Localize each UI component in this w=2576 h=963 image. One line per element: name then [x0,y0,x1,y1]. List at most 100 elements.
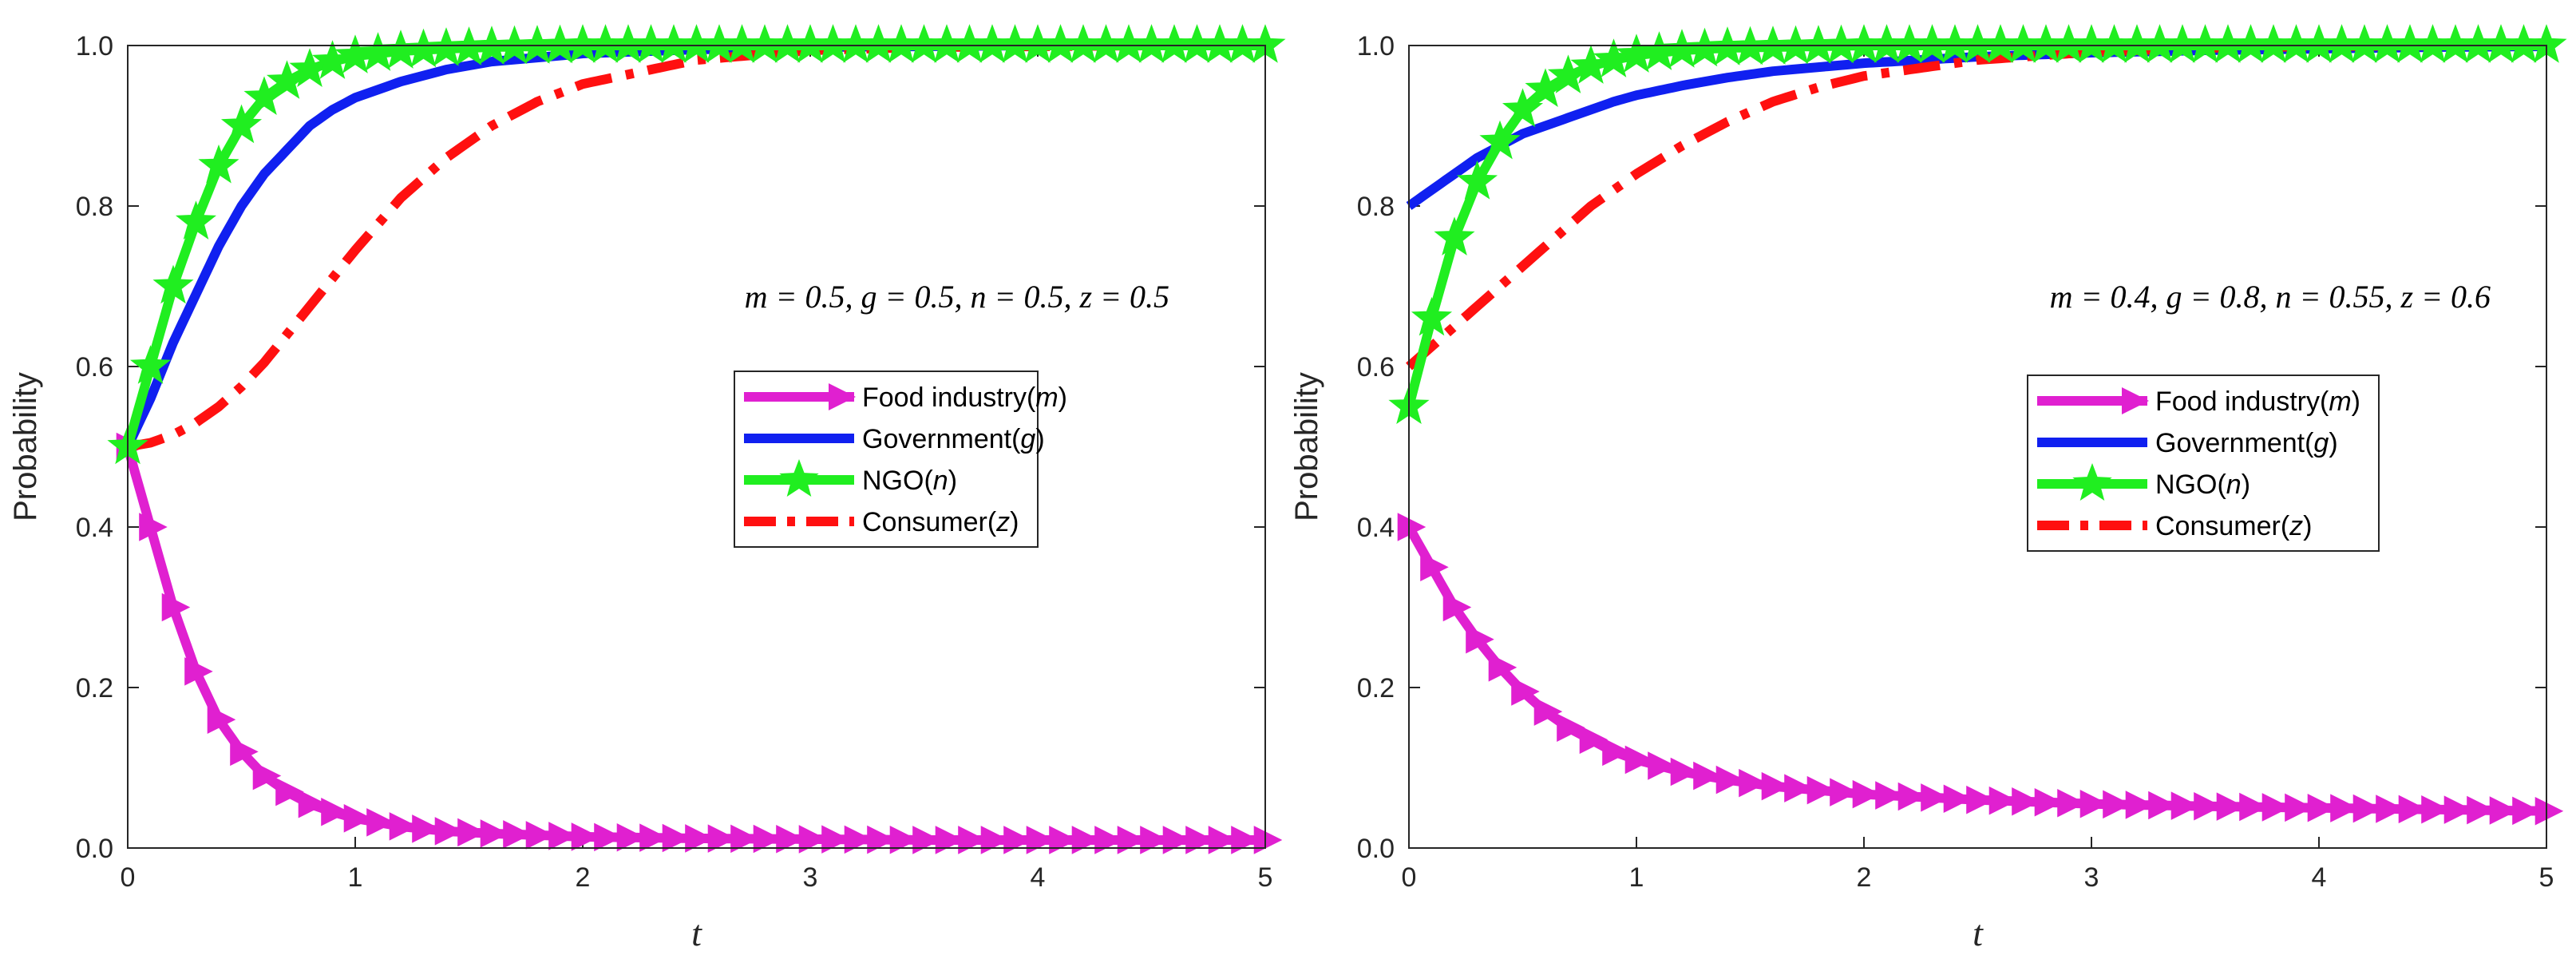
marker-point [1231,826,1260,854]
marker-point [821,825,850,854]
plot-area [128,46,1265,848]
marker-point [616,822,646,852]
marker-point [434,817,464,846]
y-tick-label: 0.0 [1357,834,1395,864]
marker-point [685,824,714,853]
marker-point [503,820,532,849]
marker-point [1579,725,1609,755]
marker-point [1784,774,1813,802]
marker-point [2261,793,2291,822]
marker-point [571,822,600,851]
marker-point [1411,296,1453,336]
x-tick-label: 1 [1629,862,1644,893]
legend-marker [779,459,819,497]
x-axis-label: t [1973,913,1984,953]
marker-point [1185,826,1214,854]
marker-point [1761,771,1791,801]
marker-point [2352,794,2382,823]
x-tick-label: 0 [121,862,136,893]
marker-point [1602,737,1631,767]
marker-point [1624,745,1654,775]
y-axis-label: Probability [8,372,43,521]
marker-point [2239,792,2268,822]
y-tick-label: 0.4 [76,513,113,543]
marker-point [707,824,737,853]
marker-point [889,825,919,854]
marker-point [412,814,441,843]
marker-point [1693,761,1722,791]
marker-point [152,264,194,304]
marker-point [2125,791,2155,819]
marker-point [321,798,350,826]
marker-point [935,826,964,854]
legend-item-n: NGO(n) [2037,463,2250,501]
marker-point [1117,826,1146,854]
marker-point [2285,793,2313,822]
marker-point [1071,826,1101,854]
marker-point [1456,160,1498,200]
marker-point [1988,786,2018,815]
x-tick-label: 2 [1857,862,1872,893]
marker-point [2103,790,2131,819]
legend-item-g: Government(g) [744,424,1045,454]
legend-item-z: Consumer(z) [2037,511,2313,541]
marker-point [129,345,172,384]
series-markers-m [1397,513,2564,826]
marker-point [867,825,896,854]
marker-point [298,789,327,818]
x-tick-label: 5 [2539,862,2554,893]
marker-point [480,819,509,848]
y-tick-label: 1.0 [76,31,113,61]
marker-point [1003,826,1032,854]
marker-point [457,818,486,847]
marker-point [161,592,191,622]
marker-point [1943,784,1973,814]
marker-point [798,825,828,854]
marker-point [2398,795,2428,824]
marker-point [1434,216,1475,256]
x-tick-label: 3 [2084,862,2099,893]
legend-label: Government(g) [862,424,1045,454]
marker-point [1739,768,1767,798]
marker-point [1852,779,1882,809]
marker-point [1488,653,1518,682]
marker-point [1648,751,1676,780]
marker-point [1094,826,1123,854]
marker-point [639,823,668,852]
x-tick-label: 2 [576,862,591,893]
marker-point [2421,795,2450,824]
y-tick-label: 0.6 [1357,352,1395,382]
marker-point [2512,796,2541,826]
marker-point [2489,796,2519,825]
marker-point [730,824,759,854]
series-markers-n [107,24,1286,465]
y-tick-label: 0.2 [1357,673,1395,703]
marker-point [594,822,623,852]
marker-point [184,657,213,686]
marker-point [980,826,1010,854]
marker-point [198,144,239,184]
legend-item-m: Food industry(m) [744,382,1067,413]
legend-label: Consumer(z) [862,507,1019,537]
x-tick-label: 0 [1402,862,1417,893]
series-line-z [126,41,1266,452]
y-axis-label: Probability [1289,372,1324,521]
marker-point [1208,826,1237,854]
marker-point [1806,775,1836,805]
marker-point [175,200,217,240]
marker-point [343,804,373,833]
parameter-annotation: m = 0.5, g = 0.5, n = 0.5, z = 0.5 [745,279,1169,315]
marker-point [220,104,263,144]
marker-point [2307,793,2337,822]
legend-marker [2072,463,2112,501]
marker-point [1466,624,1494,654]
marker-point [753,824,782,854]
legend-label: Consumer(z) [2155,511,2313,541]
marker-point [275,777,304,806]
x-tick-label: 3 [803,862,818,893]
marker-point [1253,826,1283,854]
marker-point [2330,794,2359,822]
marker-point [1479,120,1521,160]
marker-point [366,808,395,837]
